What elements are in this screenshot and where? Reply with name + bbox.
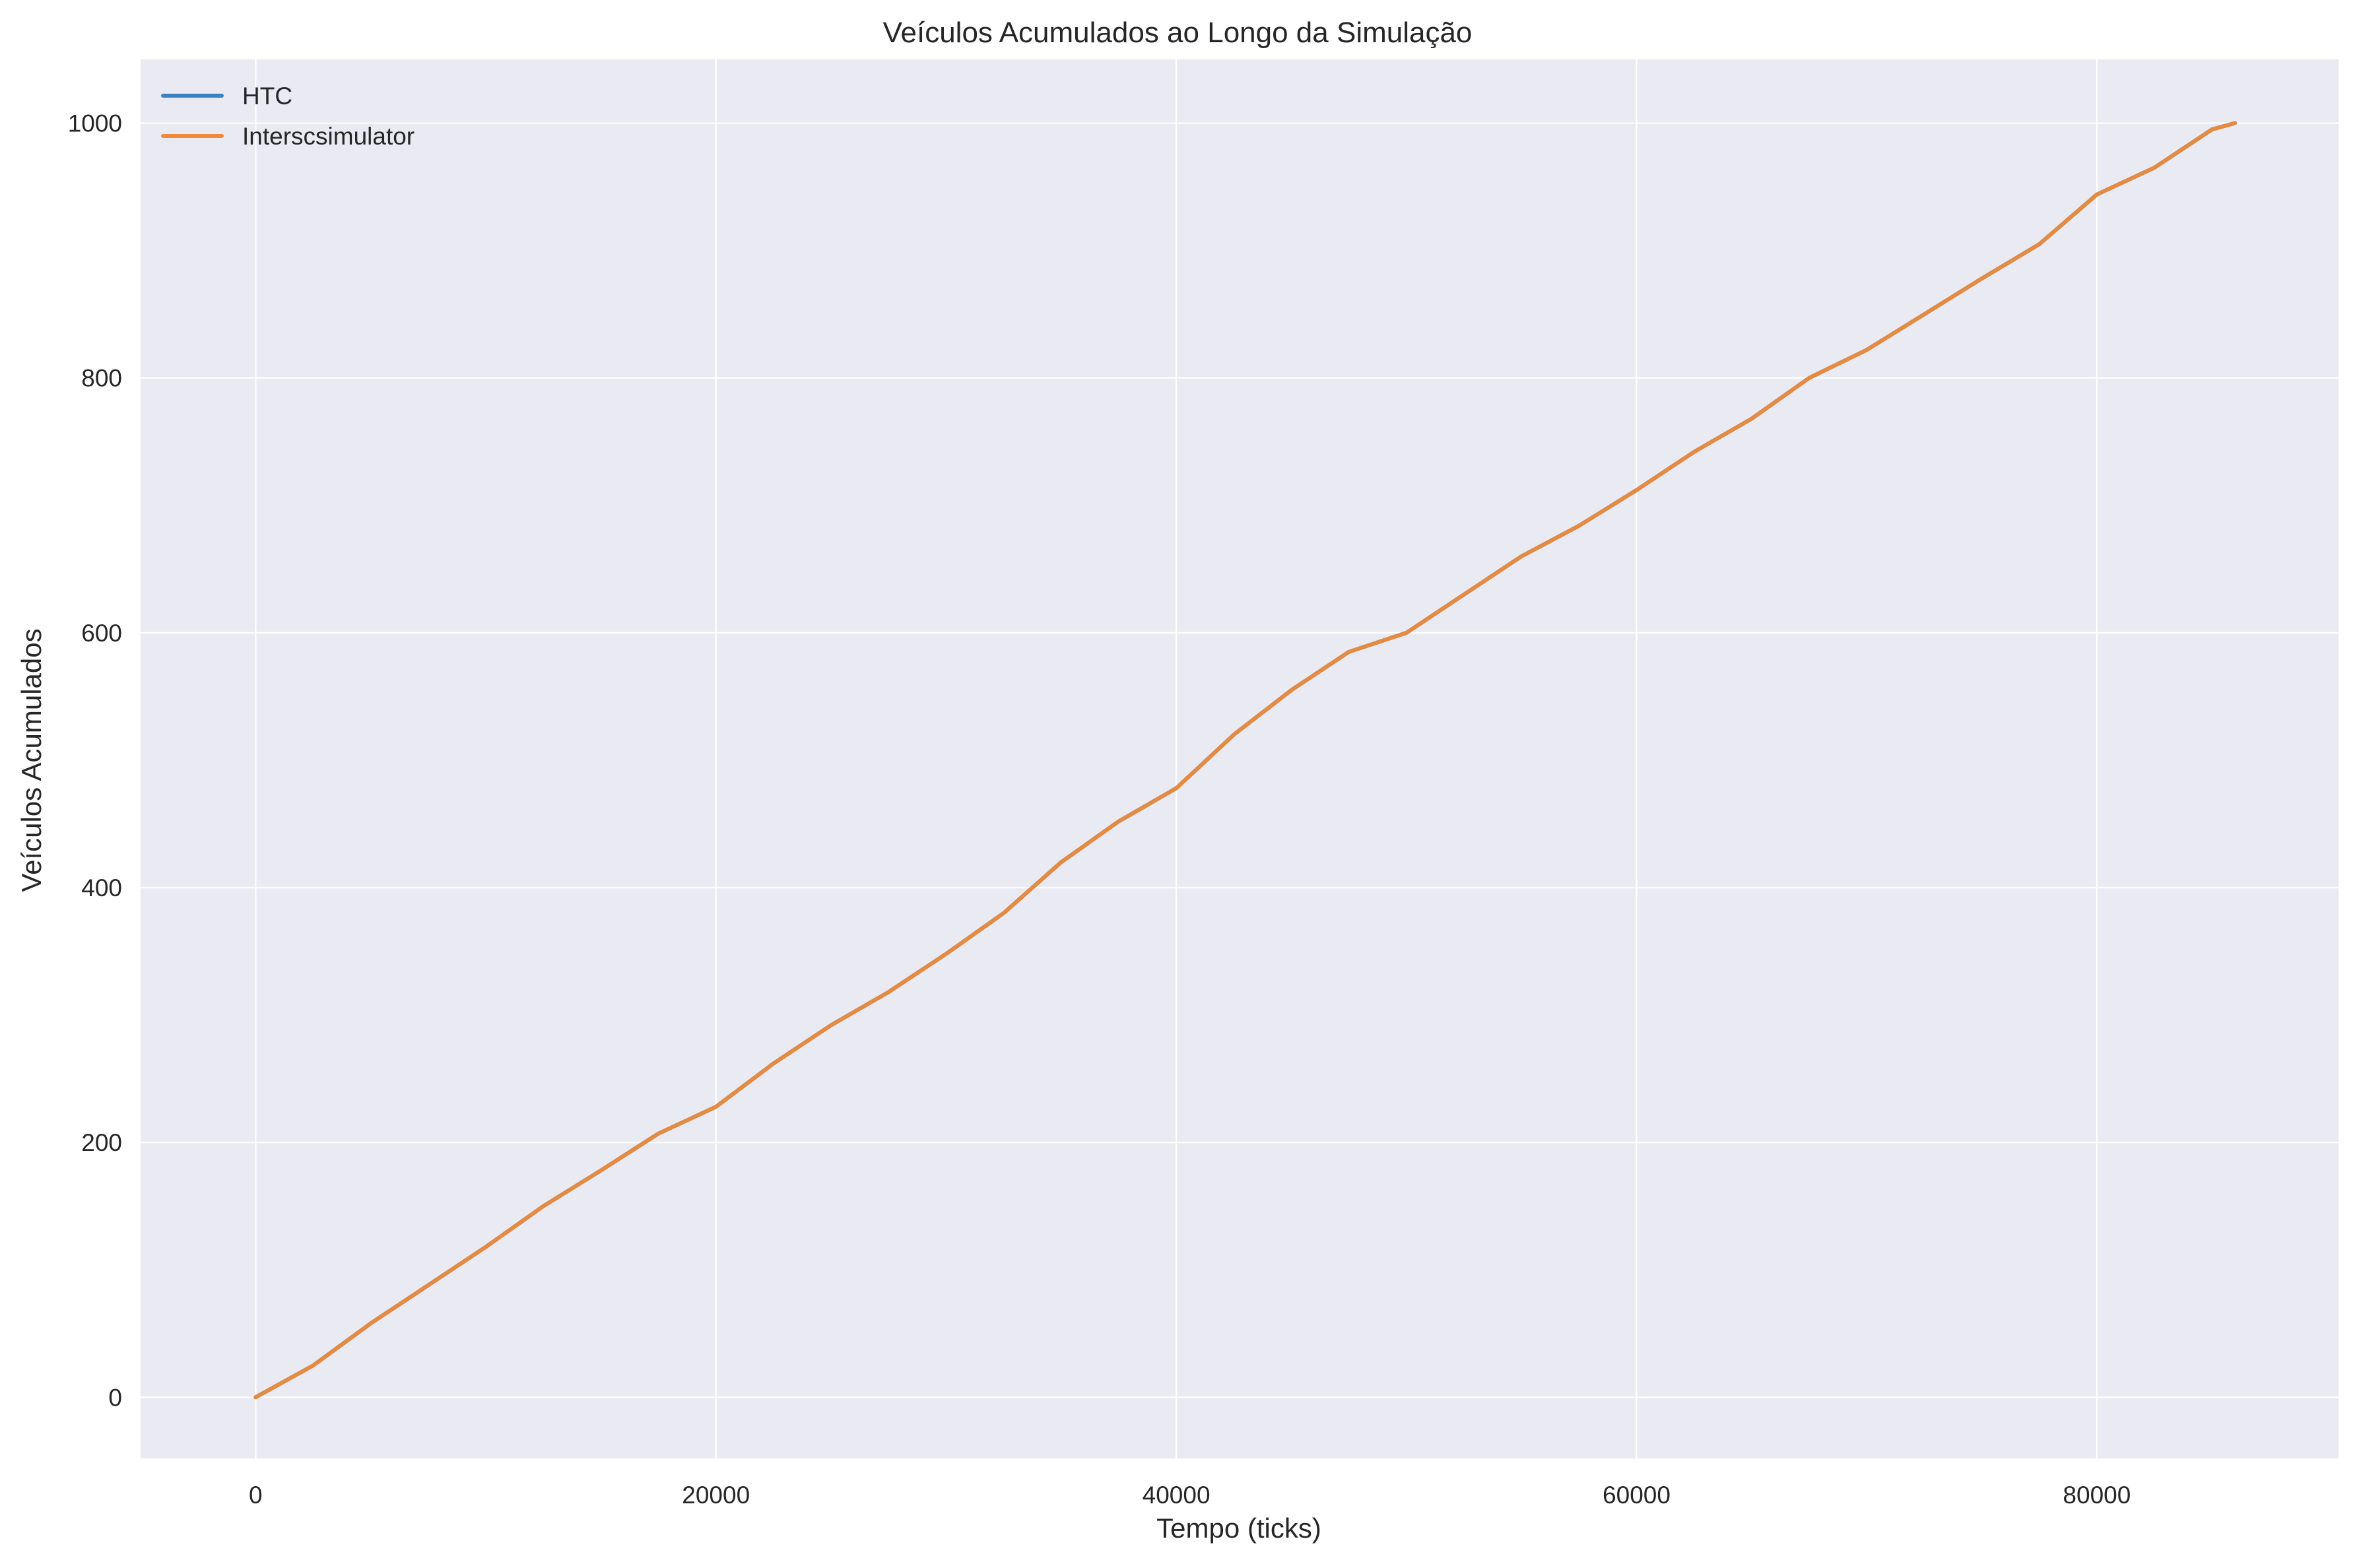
y-tick-label: 600	[81, 620, 122, 647]
legend-label: Interscsimulator	[242, 123, 415, 150]
grid	[141, 59, 2339, 1458]
chart-title: Veículos Acumulados ao Longo da Simulaçã…	[883, 16, 1473, 49]
x-tick-label: 40000	[1143, 1482, 1211, 1509]
plot-area	[141, 59, 2339, 1458]
y-tick-label: 200	[81, 1129, 122, 1156]
y-tick-label: 1000	[68, 110, 122, 137]
y-axis-label: Veículos Acumulados	[16, 628, 47, 892]
legend-label: HTC	[242, 82, 292, 110]
x-axis-label: Tempo (ticks)	[1156, 1513, 1321, 1544]
y-tick-label: 0	[108, 1384, 122, 1411]
x-tick-label: 60000	[1603, 1482, 1671, 1509]
series-layer	[253, 121, 2238, 1400]
x-tick-label: 0	[249, 1482, 263, 1509]
series-line-interscsimulator	[253, 121, 2238, 1400]
y-tick-label: 800	[81, 365, 122, 392]
tick-labels: 0 20000 40000 60000 80000 0 200 400 600 800 1000	[68, 110, 2131, 1509]
x-tick-label: 80000	[2063, 1482, 2131, 1509]
x-tick-label: 20000	[682, 1482, 750, 1509]
legend: HTC Interscsimulator	[161, 82, 415, 150]
y-tick-label: 400	[81, 874, 122, 901]
